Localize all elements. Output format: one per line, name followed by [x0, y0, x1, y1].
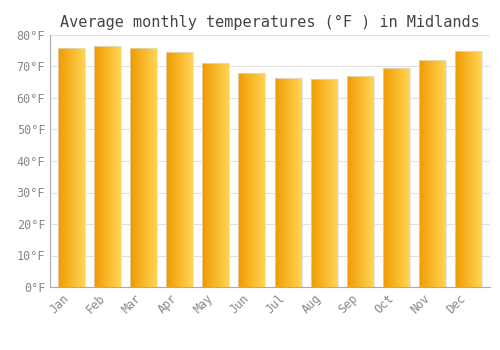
Bar [166, 52, 194, 287]
Bar [455, 51, 482, 287]
Bar [382, 68, 410, 287]
Title: Average monthly temperatures (°F ) in Midlands: Average monthly temperatures (°F ) in Mi… [60, 15, 480, 30]
Bar [310, 79, 338, 287]
Bar [130, 48, 158, 287]
Bar [202, 63, 230, 287]
Bar [419, 60, 446, 287]
Bar [238, 73, 266, 287]
Bar [274, 77, 301, 287]
Bar [58, 48, 85, 287]
Bar [94, 46, 121, 287]
Bar [346, 76, 374, 287]
